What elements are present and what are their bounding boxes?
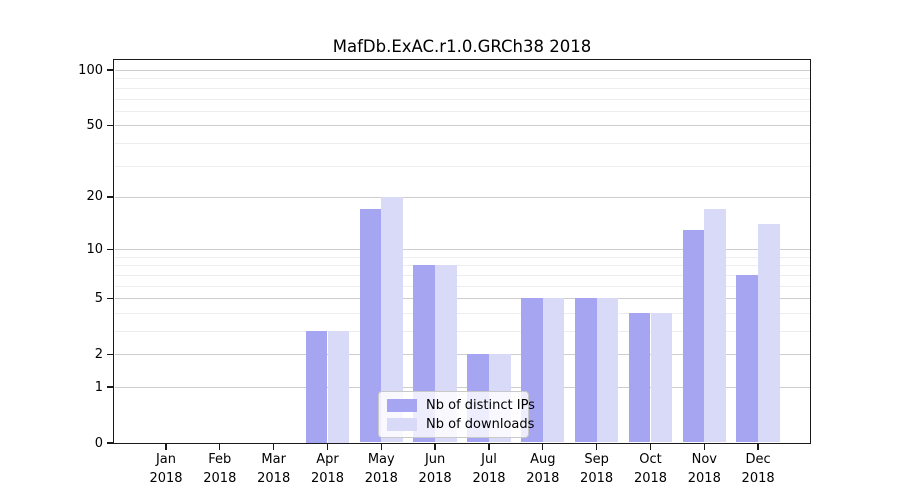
legend: Nb of distinct IPs Nb of downloads — [378, 391, 535, 438]
gridline-minor-8 — [114, 265, 810, 267]
x-tick-label-mar: Mar 2018 — [257, 452, 291, 486]
legend-item-distinct-ips: Nb of distinct IPs — [387, 398, 535, 413]
y-tick-label-50: 50 — [86, 117, 103, 133]
y-tick-mark-20 — [107, 196, 113, 198]
x-tick-label-jul: Jul 2018 — [472, 452, 506, 486]
bar-downloads-oct — [650, 312, 673, 443]
gridline-major-1 — [114, 387, 810, 388]
bar-downloads-apr — [327, 331, 350, 443]
bar-downloads-may — [381, 196, 403, 443]
bar-distinct-ips-sep — [574, 298, 597, 443]
bar-downloads-dec — [758, 224, 780, 443]
gridline-major-20 — [114, 196, 810, 198]
gridline-minor-90 — [114, 78, 810, 80]
legend-swatch-distinct-ips — [387, 398, 417, 412]
x-tick-mark-feb — [219, 444, 221, 450]
y-tick-label-1: 1 — [94, 379, 103, 395]
gridline-minor-6 — [114, 285, 810, 287]
legend-item-downloads: Nb of downloads — [387, 417, 534, 432]
gridline-minor-40 — [114, 142, 810, 144]
x-tick-mark-mar — [273, 444, 275, 450]
x-tick-mark-sep — [595, 444, 598, 450]
x-tick-mark-apr — [326, 444, 329, 450]
x-tick-mark-aug — [542, 444, 544, 450]
bar-downloads-aug — [542, 298, 565, 443]
gridline-minor-80 — [114, 87, 810, 89]
gridline-major-50 — [114, 125, 810, 127]
y-tick-label-0: 0 — [94, 435, 103, 451]
gridline-minor-60 — [114, 110, 810, 112]
legend-label-downloads: Nb of downloads — [426, 416, 535, 432]
gridline-minor-30 — [114, 165, 810, 167]
x-tick-mark-nov — [703, 444, 705, 450]
bar-distinct-ips-oct — [628, 312, 651, 443]
y-tick-label-10: 10 — [86, 241, 103, 257]
x-tick-label-dec: Dec 2018 — [741, 452, 775, 486]
y-tick-label-5: 5 — [94, 290, 103, 306]
x-tick-label-nov: Nov 2018 — [687, 452, 721, 486]
y-tick-mark-5 — [107, 297, 113, 299]
gridline-minor-7 — [114, 274, 810, 276]
x-tick-mark-oct — [649, 444, 652, 450]
gridline-major-2 — [114, 354, 810, 356]
y-tick-label-20: 20 — [86, 189, 103, 205]
bar-distinct-ips-apr — [305, 331, 328, 443]
gridline-major-5 — [114, 298, 810, 300]
x-tick-label-aug: Aug 2018 — [526, 452, 560, 486]
y-tick-mark-100 — [107, 69, 113, 71]
x-tick-label-sep: Sep 2018 — [580, 452, 614, 486]
y-tick-mark-1 — [107, 386, 113, 388]
gridline-major-10 — [114, 249, 810, 251]
y-tick-mark-50 — [107, 124, 113, 126]
x-tick-mark-jan — [165, 444, 167, 450]
legend-swatch-downloads — [387, 417, 417, 431]
y-tick-mark-2 — [107, 353, 113, 355]
x-tick-mark-may — [380, 444, 382, 450]
bar-downloads-nov — [704, 209, 726, 443]
x-tick-mark-jun — [434, 444, 436, 450]
x-tick-mark-jul — [488, 444, 490, 450]
x-tick-label-jun: Jun 2018 — [418, 452, 452, 486]
x-tick-mark-dec — [757, 444, 759, 450]
gridline-minor-4 — [114, 312, 810, 314]
gridline-major-100 — [114, 70, 810, 71]
chart-title: MafDb.ExAC.r1.0.GRCh38 2018 — [332, 37, 592, 56]
legend-label-distinct-ips: Nb of distinct IPs — [426, 397, 535, 413]
x-tick-label-jan: Jan 2018 — [149, 452, 183, 486]
gridline-minor-70 — [114, 98, 810, 100]
gridline-minor-3 — [114, 331, 810, 332]
y-tick-mark-0 — [107, 442, 113, 444]
bar-distinct-ips-may — [359, 209, 382, 443]
gridline-minor-9 — [114, 256, 810, 258]
y-tick-mark-10 — [107, 248, 113, 250]
y-tick-label-2: 2 — [94, 346, 103, 362]
x-tick-label-apr: Apr 2018 — [310, 452, 345, 486]
x-tick-label-feb: Feb 2018 — [203, 452, 237, 486]
bar-downloads-sep — [596, 298, 619, 443]
x-tick-label-oct: Oct 2018 — [633, 452, 668, 486]
bar-distinct-ips-nov — [682, 229, 705, 443]
bar-distinct-ips-dec — [736, 274, 759, 443]
y-tick-label-100: 100 — [78, 62, 103, 78]
x-tick-label-may: May 2018 — [364, 452, 398, 486]
